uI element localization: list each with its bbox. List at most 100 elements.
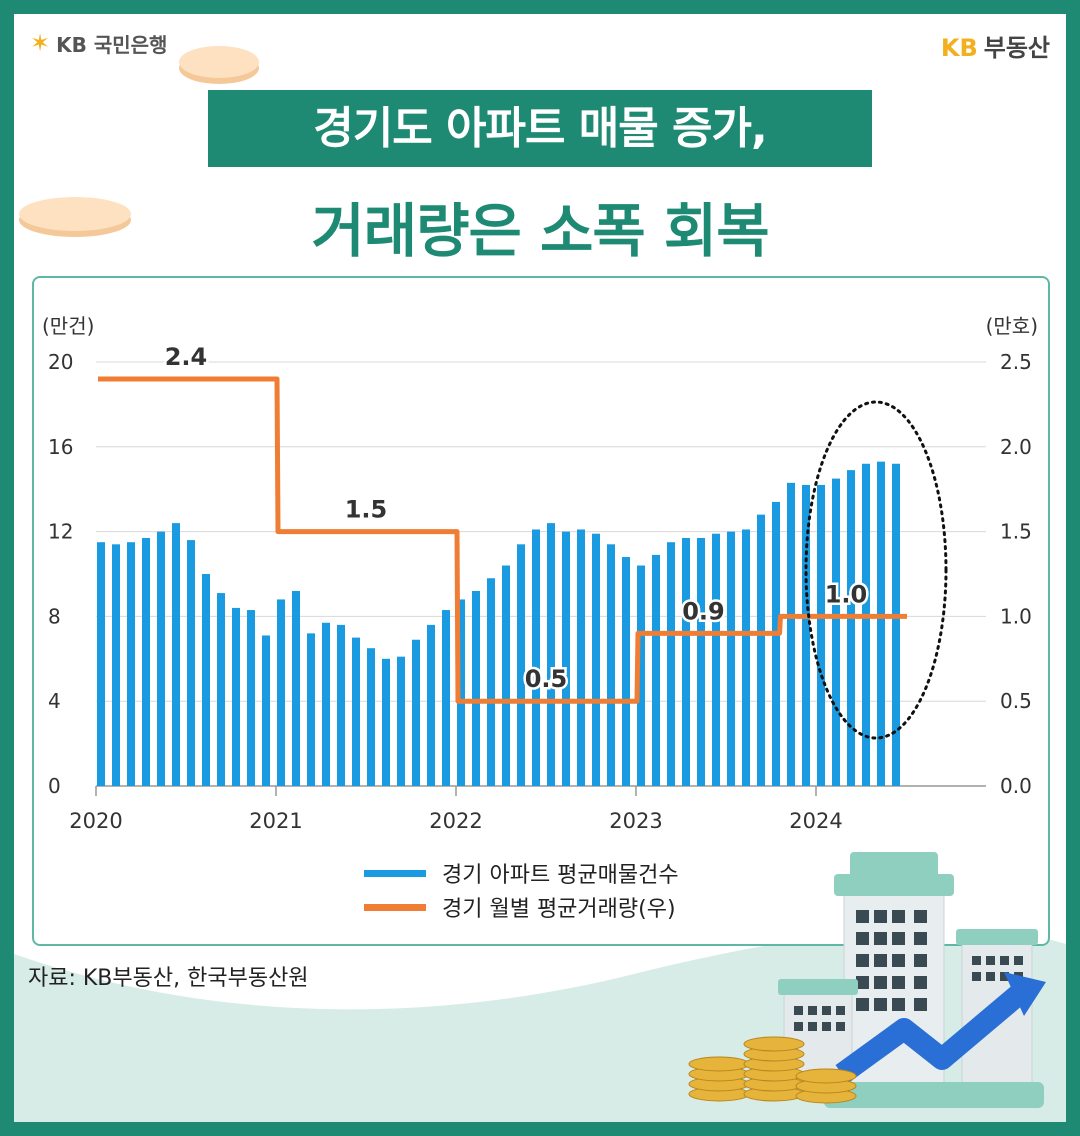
x-tick-label: 2023 xyxy=(609,809,662,833)
kb-realestate-logo-text: 부동산 xyxy=(983,34,1050,62)
left-axis-unit: (만건) xyxy=(42,314,95,338)
bar xyxy=(127,542,135,786)
bar xyxy=(712,533,720,786)
bar xyxy=(622,557,630,786)
y-tick-label-left: 0 xyxy=(48,774,61,798)
coin-decoration-icon xyxy=(179,46,259,84)
x-tick-label: 2022 xyxy=(429,809,482,833)
kb-kookmin-logo: ✶ KB 국민은행 xyxy=(30,29,168,57)
bar xyxy=(472,590,480,786)
bar xyxy=(217,593,225,786)
headline-line-2: 거래량은 소폭 회복 xyxy=(311,197,769,265)
bar xyxy=(367,648,375,786)
chart-container: (만건) (만호) 0 4 8 12 16 20 0.0 0.5 1.0 1.5 2.0 2.5 202… xyxy=(32,276,1050,946)
bar xyxy=(292,590,300,786)
x-tick-label: 2024 xyxy=(789,809,842,833)
source-note: 자료: KB부동산, 한국부동산원 xyxy=(28,966,309,991)
data-label: 1.0 xyxy=(825,580,868,608)
bar xyxy=(502,565,510,786)
data-label: 0.9 xyxy=(682,597,725,625)
highlight-ellipse xyxy=(804,400,948,740)
kb-star-icon: ✶ xyxy=(30,29,51,57)
bar xyxy=(202,574,210,786)
legend-label-transactions: 경기 월별 평균거래량(우) xyxy=(442,897,676,922)
bar xyxy=(307,633,315,786)
coin-decoration-icon xyxy=(19,197,131,237)
bar xyxy=(562,531,570,786)
bar xyxy=(577,529,585,786)
legend-label-listings: 경기 아파트 평균매물건수 xyxy=(442,863,679,888)
bar xyxy=(382,658,390,786)
bar xyxy=(727,531,735,786)
bar xyxy=(637,565,645,786)
right-axis-unit: (만호) xyxy=(985,314,1038,338)
legend-swatch-bar xyxy=(364,869,426,877)
bar xyxy=(427,624,435,786)
data-label: 2.4 xyxy=(165,343,208,371)
headline-line-1: 경기도 아파트 매물 증가, xyxy=(208,90,872,167)
legend-item-transactions: 경기 월별 평균거래량(우) xyxy=(364,890,679,924)
x-tick-label: 2021 xyxy=(249,809,302,833)
bar xyxy=(832,478,840,786)
kb-realestate-logo: KB 부동산 xyxy=(941,28,1050,63)
bar xyxy=(112,544,120,786)
bar xyxy=(412,639,420,786)
legend-item-listings: 경기 아파트 평균매물건수 xyxy=(364,856,679,890)
bar xyxy=(157,531,165,786)
y-tick-label-left: 8 xyxy=(48,604,61,628)
legend-swatch-line xyxy=(364,903,426,911)
bar xyxy=(487,578,495,786)
bar xyxy=(397,656,405,786)
bar xyxy=(517,544,525,786)
chart-legend: 경기 아파트 평균매물건수 경기 월별 평균거래량(우) xyxy=(364,856,679,924)
bar xyxy=(802,484,810,786)
y-tick-label-right: 2.0 xyxy=(1000,435,1032,459)
bar xyxy=(187,540,195,786)
bar xyxy=(877,461,885,786)
x-tick-label: 2020 xyxy=(69,809,122,833)
bar xyxy=(547,523,555,786)
transaction-step-line xyxy=(98,376,907,704)
bar xyxy=(352,637,360,786)
kb-kookmin-logo-text: KB 국민은행 xyxy=(56,32,168,57)
combo-chart: 0 4 8 12 16 20 0.0 0.5 1.0 1.5 2.0 2.5 2020 2021 2022 2… xyxy=(48,340,1032,833)
bar xyxy=(277,599,285,786)
bar xyxy=(322,622,330,786)
bar xyxy=(892,463,900,786)
bar xyxy=(652,554,660,786)
bar xyxy=(97,542,105,786)
bar xyxy=(667,542,675,786)
bar xyxy=(247,610,255,786)
y-tick-label-left: 4 xyxy=(48,689,61,713)
y-tick-label-right: 1.5 xyxy=(1000,520,1032,544)
bar xyxy=(757,514,765,786)
bar xyxy=(772,501,780,786)
y-tick-label-left: 20 xyxy=(48,350,73,374)
y-tick-label-right: 1.0 xyxy=(1000,604,1032,628)
bar xyxy=(817,484,825,786)
bar xyxy=(337,624,345,786)
y-tick-label-left: 12 xyxy=(48,520,73,544)
bar xyxy=(697,537,705,786)
data-label: 1.5 xyxy=(345,496,388,524)
bar xyxy=(442,610,450,786)
bar xyxy=(787,482,795,786)
bar xyxy=(847,470,855,786)
bar xyxy=(682,537,690,786)
data-label: 0.5 xyxy=(525,665,568,693)
bar xyxy=(607,544,615,786)
y-tick-label-left: 16 xyxy=(48,435,73,459)
buildings-coins-illustration-icon xyxy=(688,852,1046,1108)
bar xyxy=(592,533,600,786)
y-tick-label-right: 0.5 xyxy=(1000,689,1032,713)
bar xyxy=(262,635,270,786)
bar xyxy=(142,537,150,786)
kb-logo-mark: KB xyxy=(940,34,978,62)
bar xyxy=(172,523,180,786)
infographic-frame: ✶ KB 국민은행 KB 부동산 경기도 아파트 매물 증가, 거래량은 소폭 회… xyxy=(14,14,1066,1122)
bar xyxy=(862,463,870,786)
bar xyxy=(232,607,240,786)
y-tick-label-right: 0.0 xyxy=(1000,774,1032,798)
y-tick-label-right: 2.5 xyxy=(1000,350,1032,374)
bar xyxy=(457,599,465,786)
